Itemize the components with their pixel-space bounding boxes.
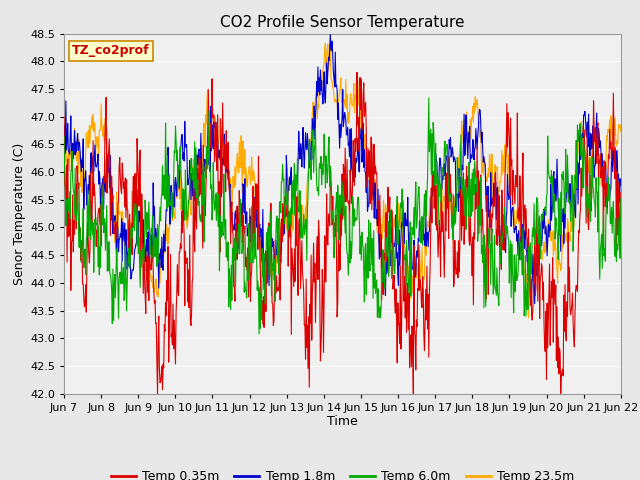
- Text: TZ_co2prof: TZ_co2prof: [72, 44, 150, 58]
- Title: CO2 Profile Sensor Temperature: CO2 Profile Sensor Temperature: [220, 15, 465, 30]
- X-axis label: Time: Time: [327, 415, 358, 429]
- Y-axis label: Senor Temperature (C): Senor Temperature (C): [13, 143, 26, 285]
- Legend: Temp 0.35m, Temp 1.8m, Temp 6.0m, Temp 23.5m: Temp 0.35m, Temp 1.8m, Temp 6.0m, Temp 2…: [106, 465, 579, 480]
